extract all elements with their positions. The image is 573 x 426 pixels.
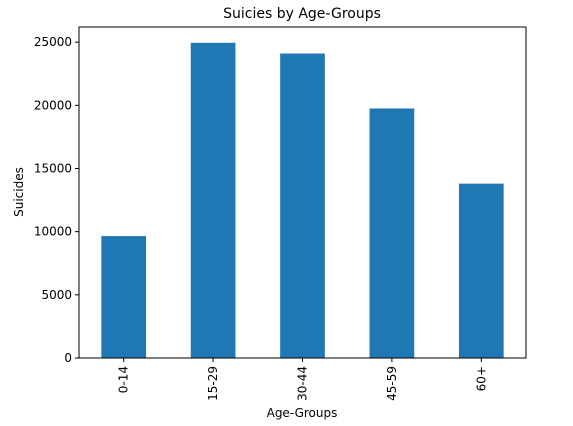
bar-30-44 [280, 53, 325, 359]
x-tick-label: 15-29 [206, 366, 220, 401]
y-tick-label: 0 [64, 351, 72, 365]
bar-60+ [458, 183, 504, 358]
x-tick-label: 30-44 [296, 366, 310, 401]
plot-area: 0-14 15-29 30-44 45-59 60+ 0 5000 10000 15000 200… [34, 26, 527, 401]
x-tick-label: 45-59 [385, 366, 399, 401]
bar-45-59 [369, 108, 415, 359]
chart-title: Suicies by Age-Groups [223, 6, 381, 22]
bar-0-14 [101, 236, 147, 358]
y-tick-label: 5000 [41, 288, 72, 302]
y-tick-label: 25000 [34, 35, 72, 49]
plot-frame [78, 26, 527, 359]
y-tick-label: 15000 [34, 161, 72, 175]
x-tick-label: 60+ [474, 366, 488, 391]
y-axis-label: Suicides [12, 167, 26, 217]
x-axis-label: Age-Groups [267, 406, 338, 420]
x-tick-label: 0-14 [117, 366, 131, 393]
y-tick-label: 20000 [34, 98, 72, 112]
bar-15-29 [190, 42, 236, 358]
y-tick-label: 10000 [34, 225, 72, 239]
